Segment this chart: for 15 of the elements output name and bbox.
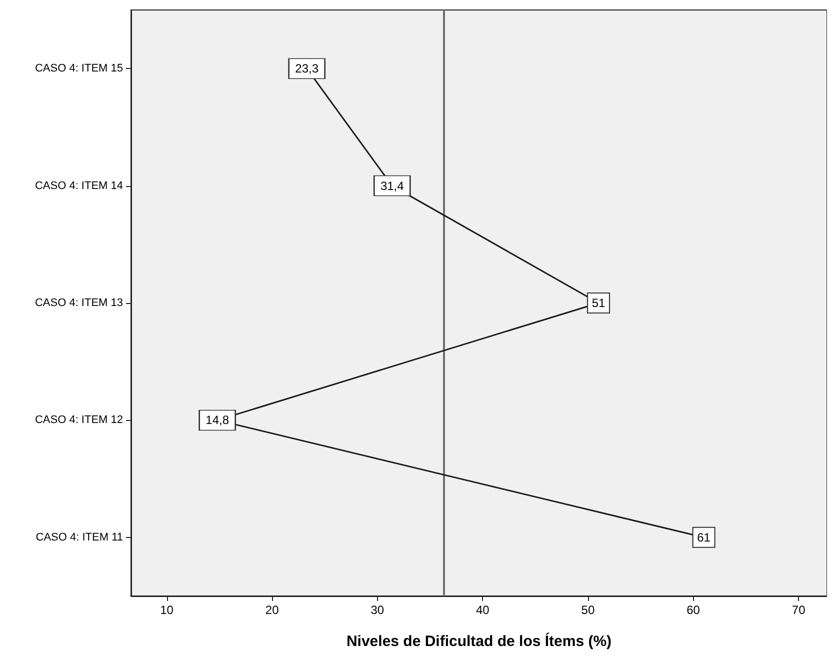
data-label: 61 — [697, 530, 711, 544]
x-tick-label: 70 — [792, 603, 806, 617]
x-tick-label: 10 — [160, 603, 174, 617]
y-tick-label: CASO 4: ITEM 11 — [36, 531, 123, 544]
x-tick-label: 50 — [581, 603, 595, 617]
y-tick-label: CASO 4: ITEM 15 — [34, 62, 123, 75]
x-tick-label: 60 — [686, 603, 700, 617]
y-tick-label: CASO 4: ITEM 12 — [34, 414, 123, 426]
x-axis-title: Niveles de Dificultad de los Ítems (%) — [346, 632, 612, 650]
data-label: 51 — [592, 296, 606, 310]
x-tick-label: 30 — [370, 603, 384, 617]
x-tick-label: 20 — [265, 603, 280, 617]
y-tick-label: CASO 4: ITEM 14 — [34, 180, 123, 192]
y-tick-label: CASO 4: ITEM 13 — [34, 297, 123, 309]
x-tick-label: 40 — [476, 603, 490, 617]
